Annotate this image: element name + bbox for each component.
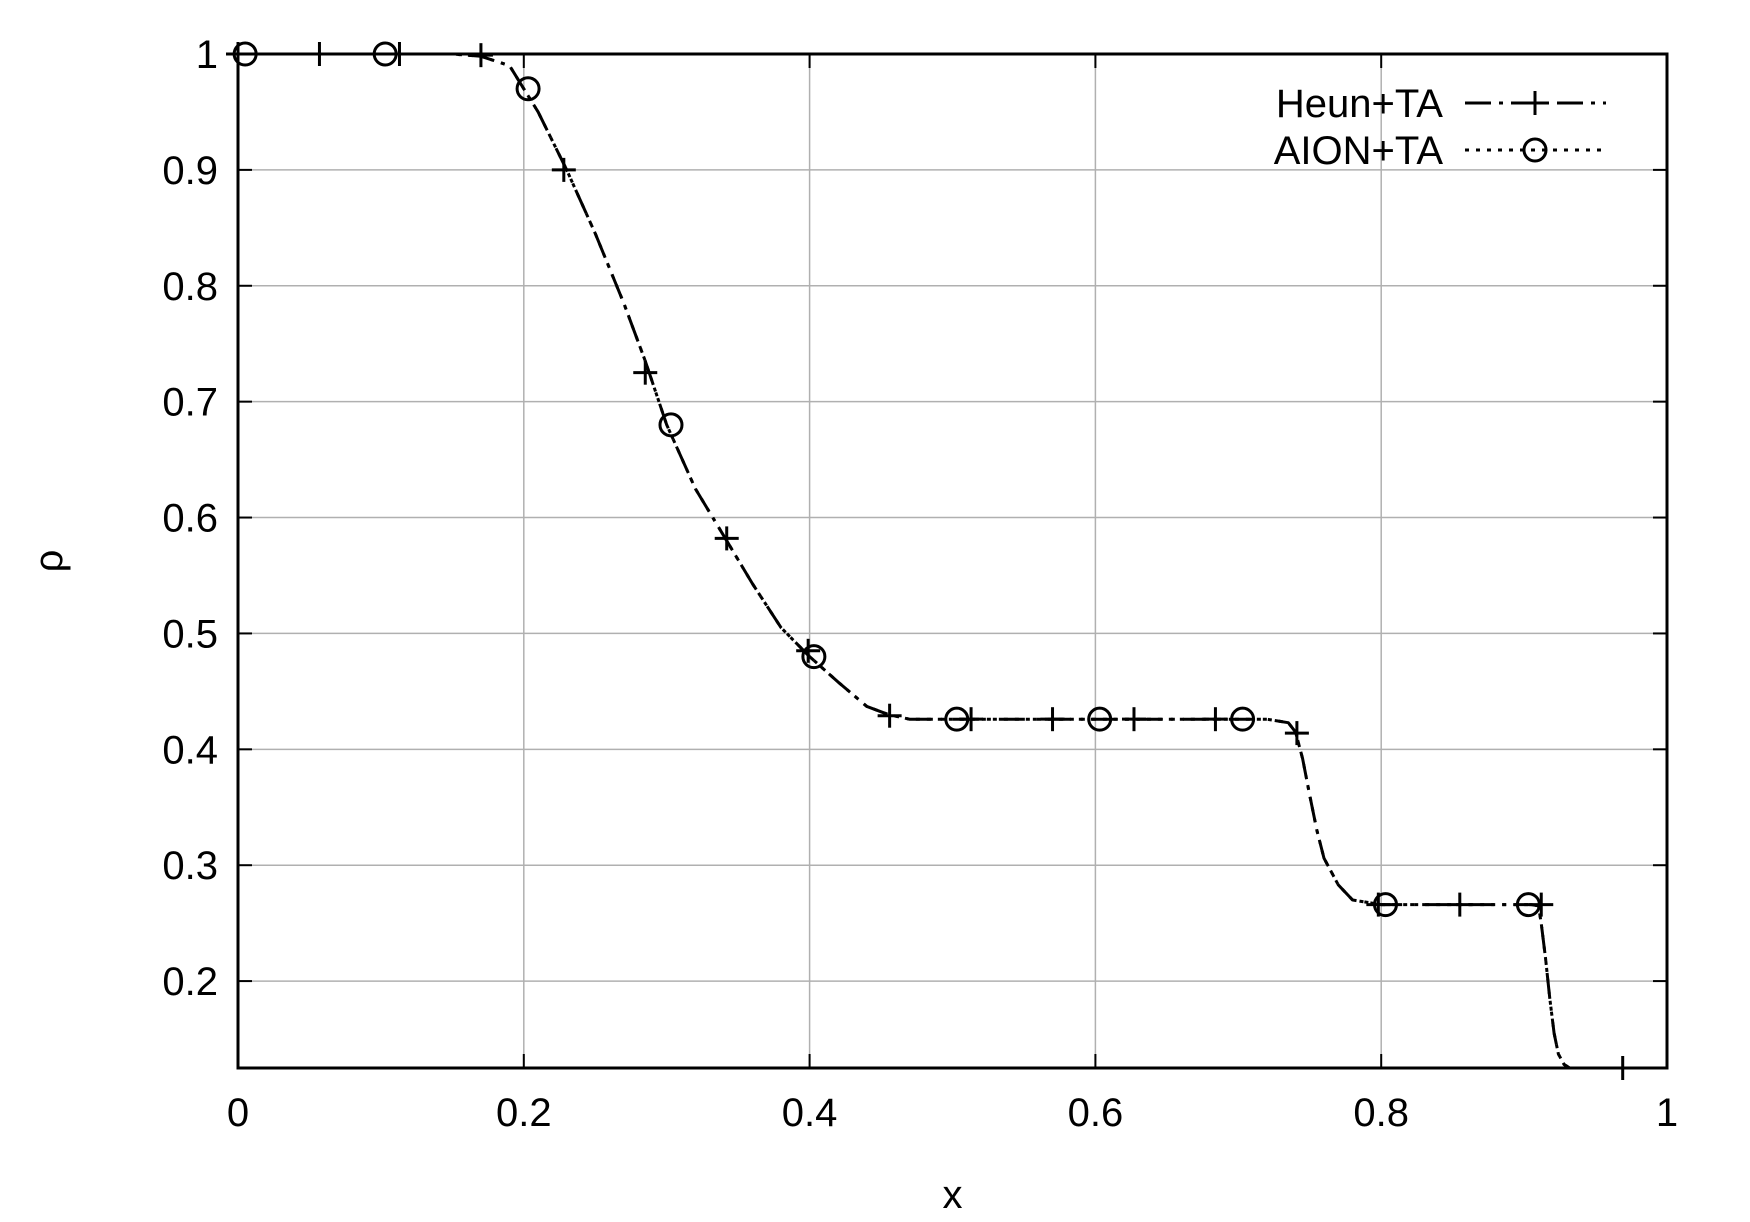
heun-ta-point <box>1040 707 1065 732</box>
heun-ta-point <box>877 703 902 728</box>
aion-ta-point <box>1515 892 1541 918</box>
y-tick-label: 0.9 <box>162 149 218 193</box>
y-tick-label: 0.3 <box>162 844 218 888</box>
y-tick-label: 0.8 <box>162 265 218 309</box>
y-tick-label: 0.4 <box>162 728 218 772</box>
series-aion-ta-line <box>238 52 1667 1070</box>
x-tick-label: 0.6 <box>1068 1091 1124 1135</box>
aion-ta-point <box>1230 706 1256 732</box>
grid <box>238 54 1667 1068</box>
heun-ta-point <box>1284 721 1309 746</box>
aion-ta-point <box>515 76 541 102</box>
aion-ta-point <box>1372 892 1398 918</box>
ticks <box>237 53 1668 1068</box>
x-axis-label: x <box>943 1173 963 1217</box>
plot-frame <box>236 52 1669 1070</box>
x-tick-label: 0.2 <box>496 1091 552 1135</box>
series-heun-ta-line <box>238 52 1667 1070</box>
aion-ta-point <box>658 412 684 438</box>
aion-ta-point <box>1087 706 1113 732</box>
y-tick-label: 0.2 <box>162 960 218 1004</box>
legend-label-heun-ta: Heun+TA <box>1276 82 1443 126</box>
y-tick-label: 0.5 <box>162 612 218 656</box>
x-tick-label: 1 <box>1656 1091 1678 1135</box>
tick-labels: 0 0.2 0.4 0.6 0.8 1 0.2 0.3 0.4 0.5 0.6 0.7 0.8 0.9 1 <box>162 33 1678 1135</box>
legend-label-aion-ta: AION+TA <box>1274 129 1444 173</box>
x-tick-label: 0.4 <box>782 1091 838 1135</box>
aion-ta-point <box>944 706 970 732</box>
heun-ta-point <box>714 526 739 551</box>
y-tick-label: 0.7 <box>162 381 218 425</box>
heun-ta-point <box>959 707 984 732</box>
legend-marker-heun-ta <box>1523 91 1547 115</box>
x-tick-label: 0.8 <box>1353 1091 1409 1135</box>
legend-marker-aion-ta <box>1522 137 1548 163</box>
x-tick-label: 0 <box>227 1091 249 1135</box>
aion-ta-point <box>801 644 827 670</box>
y-axis-label: ρ <box>27 550 71 573</box>
curve-layer <box>238 52 1667 1070</box>
y-tick-label: 0.6 <box>162 497 218 541</box>
heun-ta-point <box>1529 892 1554 917</box>
heun-ta-point <box>551 157 576 182</box>
heun-ta-point <box>633 360 658 385</box>
heun-ta-point <box>1447 892 1472 917</box>
marker-layer <box>226 41 1635 1080</box>
heun-ta-point <box>1121 707 1146 732</box>
heun-ta-point <box>796 638 821 663</box>
heun-ta-point <box>1203 707 1228 732</box>
y-tick-label: 1 <box>196 33 218 77</box>
